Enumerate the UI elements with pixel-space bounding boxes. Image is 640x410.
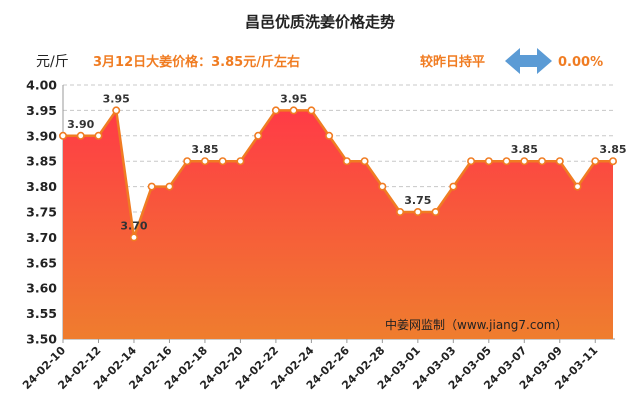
price-point	[147, 182, 156, 191]
y-tick-label: 3.50	[26, 332, 57, 347]
watermark: 中姜网监制（www.jiang7.com）	[385, 317, 567, 332]
price-point	[289, 106, 298, 115]
data-label: 3.90	[67, 118, 94, 131]
price-point	[200, 157, 209, 166]
price-point	[76, 131, 85, 140]
price-point	[396, 208, 405, 217]
price-point	[484, 157, 493, 166]
price-point	[573, 182, 582, 191]
chart-title: 昌邑优质洗姜价格走势	[245, 13, 395, 31]
y-tick-label: 3.80	[26, 179, 57, 194]
price-point	[449, 182, 458, 191]
price-area	[63, 110, 613, 340]
x-axis: 24-02-1024-02-1224-02-1424-02-1624-02-18…	[20, 338, 615, 392]
price-point	[360, 157, 369, 166]
price-point	[608, 157, 617, 166]
y-tick-label: 3.65	[26, 255, 57, 270]
price-note: 3月12日大姜价格：3.85元/斤左右	[93, 54, 300, 70]
y-tick-label: 3.60	[26, 281, 57, 296]
price-point	[325, 131, 334, 140]
price-point	[520, 157, 529, 166]
price-point	[591, 157, 600, 166]
price-point	[94, 131, 103, 140]
price-point	[112, 106, 121, 115]
price-point	[467, 157, 476, 166]
price-point	[431, 208, 440, 217]
price-point	[307, 106, 316, 115]
y-tick-label: 3.55	[26, 306, 57, 321]
change-label: 较昨日持平	[420, 54, 485, 70]
y-axis: 3.50 3.55 3.60 3.65 3.70 3.75 3.80 3.85 3.90 3.95…	[26, 78, 64, 347]
price-point	[254, 131, 263, 140]
double-arrow-icon	[505, 48, 552, 74]
price-point	[502, 157, 511, 166]
price-point	[129, 233, 138, 242]
data-label: 3.75	[404, 194, 431, 207]
price-point	[271, 106, 280, 115]
price-point	[165, 182, 174, 191]
price-point	[342, 157, 351, 166]
y-tick-label: 3.90	[26, 128, 57, 143]
y-tick-label: 3.70	[26, 230, 57, 245]
price-point	[413, 208, 422, 217]
price-point	[555, 157, 564, 166]
price-point	[378, 182, 387, 191]
data-label: 3.95	[280, 92, 307, 105]
data-label: 3.70	[120, 219, 147, 232]
price-series	[58, 106, 617, 340]
price-point	[58, 131, 67, 140]
price-point	[183, 157, 192, 166]
price-point	[236, 157, 245, 166]
y-tick-label: 3.85	[26, 154, 57, 169]
data-label: 3.95	[103, 92, 130, 105]
y-tick-label: 4.00	[26, 78, 57, 93]
y-tick-label: 3.75	[26, 205, 57, 220]
data-label: 3.85	[191, 143, 218, 156]
price-point	[538, 157, 547, 166]
data-label: 3.85	[511, 143, 538, 156]
unit-label: 元/斤	[36, 54, 69, 70]
price-point	[218, 157, 227, 166]
change-value: 0.00%	[558, 55, 603, 70]
data-labels: 3.90 3.95 3.70 3.85 3.95 3.75 3.85 3.85	[67, 92, 626, 232]
data-label: 3.85	[599, 143, 626, 156]
y-tick-label: 3.95	[26, 103, 57, 118]
